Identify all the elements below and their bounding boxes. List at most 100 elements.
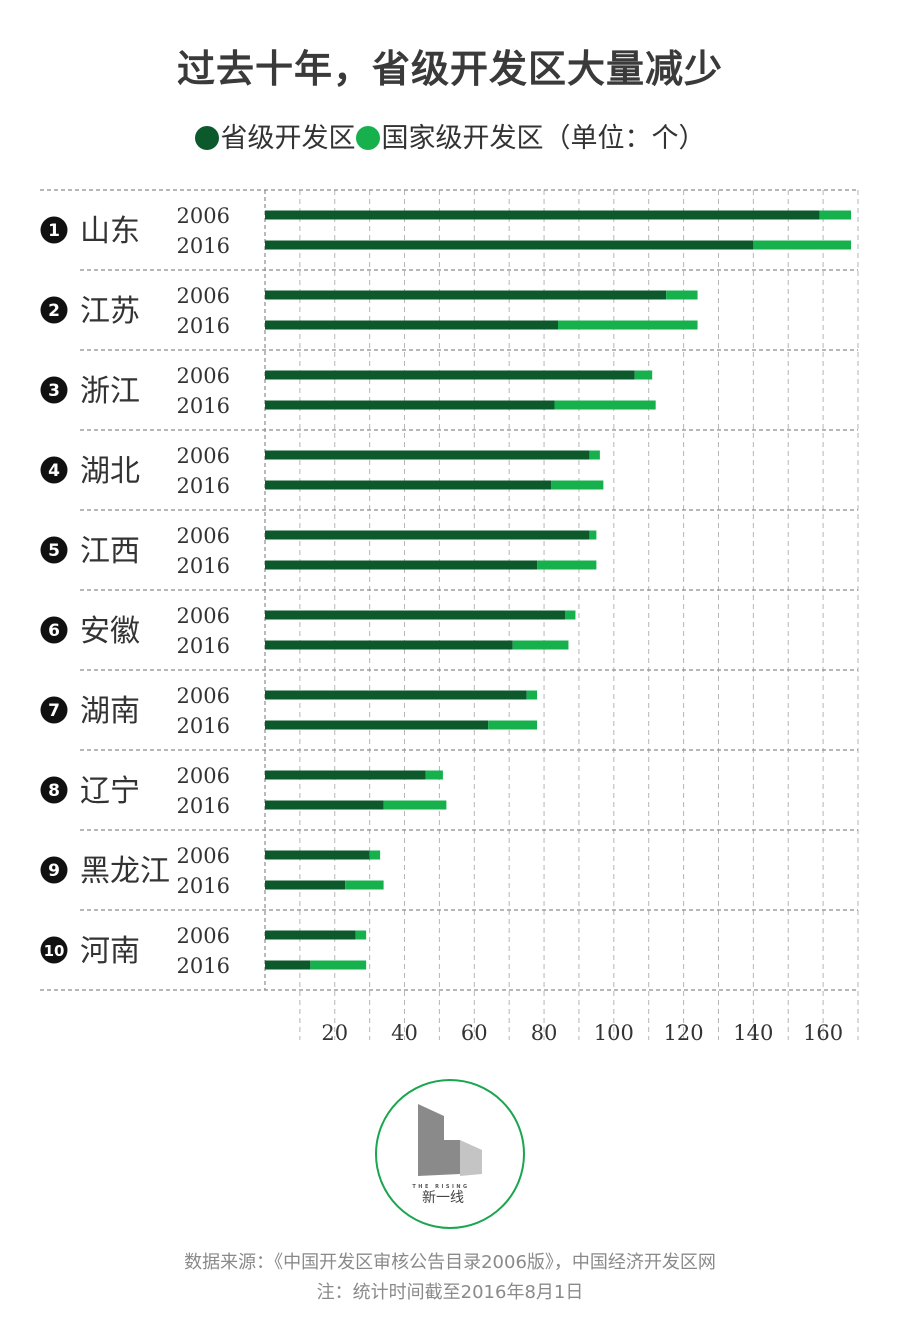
year-label: 2006 [177, 204, 230, 228]
year-label: 2006 [177, 524, 230, 548]
bar-national [526, 690, 538, 700]
bar-national [589, 530, 597, 540]
rank-badge [40, 616, 68, 644]
rank-badge [40, 936, 68, 964]
rank-badge [40, 776, 68, 804]
logo-shape-light [460, 1140, 482, 1176]
source-note: 数据来源：《中国开发区审核公告目录2006版》，中国经济开发区网 [184, 1252, 716, 1273]
bar-provincial [265, 560, 538, 570]
logo-text-cn: 新一线 [422, 1190, 464, 1206]
legend-label-national: 国家级开发区 [381, 123, 544, 154]
x-tick-label: 120 [664, 1021, 704, 1045]
rank-number: 5 [48, 541, 60, 561]
x-tick-label: 100 [594, 1021, 634, 1045]
rank-number: 6 [48, 621, 60, 641]
bar-national [589, 450, 600, 460]
bar-national [369, 850, 381, 860]
bar-national [753, 240, 852, 250]
logo-ring [375, 1079, 525, 1229]
bar-provincial [265, 850, 370, 860]
bar-provincial [265, 770, 426, 780]
bar-national [345, 880, 384, 890]
x-tick-label: 140 [733, 1021, 773, 1045]
bar-provincial [265, 400, 555, 410]
rank-badge [40, 376, 68, 404]
year-label: 2006 [177, 284, 230, 308]
rank-number: 2 [48, 301, 60, 321]
bar-provincial [265, 450, 590, 460]
rank-number: 3 [48, 381, 60, 401]
bar-provincial [265, 610, 565, 620]
region-label: 浙江 [80, 374, 140, 409]
rank-badge [40, 856, 68, 884]
year-label: 2006 [177, 364, 230, 388]
logo-shape-dark [418, 1104, 460, 1176]
bar-provincial [265, 320, 559, 330]
bar-provincial [265, 880, 346, 890]
bar-national [819, 210, 852, 220]
year-label: 2006 [177, 924, 230, 948]
year-label: 2006 [177, 444, 230, 468]
region-label: 河南 [80, 934, 140, 969]
region-label: 江西 [80, 534, 140, 569]
bar-national [634, 370, 653, 380]
year-label: 2016 [177, 234, 230, 258]
chart-title: 过去十年，省级开发区大量减少 [176, 47, 723, 91]
x-tick-label: 20 [321, 1021, 348, 1045]
region-label: 湖南 [80, 694, 140, 729]
bar-national [310, 960, 367, 970]
bar-provincial [265, 720, 489, 730]
bar-provincial [265, 370, 635, 380]
bar-provincial [265, 960, 311, 970]
x-tick-label: 160 [803, 1021, 843, 1045]
date-note: 注：统计时间截至2016年8月1日 [316, 1282, 584, 1303]
year-label: 2006 [177, 764, 230, 788]
bar-provincial [265, 480, 552, 490]
rank-badge [40, 216, 68, 244]
rank-badge [40, 696, 68, 724]
rank-number: 1 [48, 221, 60, 241]
chart-legend: 省级开发区 国家级开发区（单位：个） [0, 116, 900, 155]
x-tick-label: 80 [531, 1021, 558, 1045]
year-label: 2016 [177, 474, 230, 498]
bar-national [355, 930, 367, 940]
year-label: 2016 [177, 634, 230, 658]
bar-national [551, 480, 604, 490]
bar-national [383, 800, 447, 810]
year-label: 2006 [177, 684, 230, 708]
year-label: 2016 [177, 394, 230, 418]
bar-national [554, 400, 656, 410]
bar-provincial [265, 640, 513, 650]
year-label: 2016 [177, 954, 230, 978]
bar-chart: 1 山东 2006 2016 2 江苏 2006 2016 3 浙江 2006 2016 4 湖北 2006… [40, 189, 859, 1045]
legend-label-provincial: 省级开发区 [220, 123, 356, 154]
legend-swatch-national [355, 126, 380, 150]
bar-provincial [265, 240, 754, 250]
bar-provincial [265, 290, 667, 300]
bar-national [666, 290, 698, 300]
rank-badge [40, 456, 68, 484]
region-label: 辽宁 [80, 774, 140, 809]
legend-unit: （单位：个） [543, 123, 706, 154]
bar-provincial [265, 690, 527, 700]
bar-national [512, 640, 569, 650]
bar-provincial [265, 210, 820, 220]
region-label: 江苏 [80, 294, 140, 329]
region-label: 湖北 [80, 454, 140, 489]
bar-national [425, 770, 443, 780]
year-label: 2016 [177, 714, 230, 738]
year-label: 2016 [177, 794, 230, 818]
region-label: 黑龙江 [80, 854, 170, 889]
bar-national [488, 720, 538, 730]
x-tick-label: 40 [391, 1021, 418, 1045]
year-label: 2006 [177, 844, 230, 868]
rank-badge [40, 296, 68, 324]
legend-swatch-provincial [194, 126, 219, 150]
region-label: 安徽 [80, 614, 140, 649]
x-tick-label: 60 [461, 1021, 488, 1045]
bar-national [537, 560, 597, 570]
year-label: 2006 [177, 604, 230, 628]
rank-number: 7 [48, 701, 60, 721]
logo-text-en: THE RISING [412, 1184, 469, 1190]
rank-badge [40, 536, 68, 564]
